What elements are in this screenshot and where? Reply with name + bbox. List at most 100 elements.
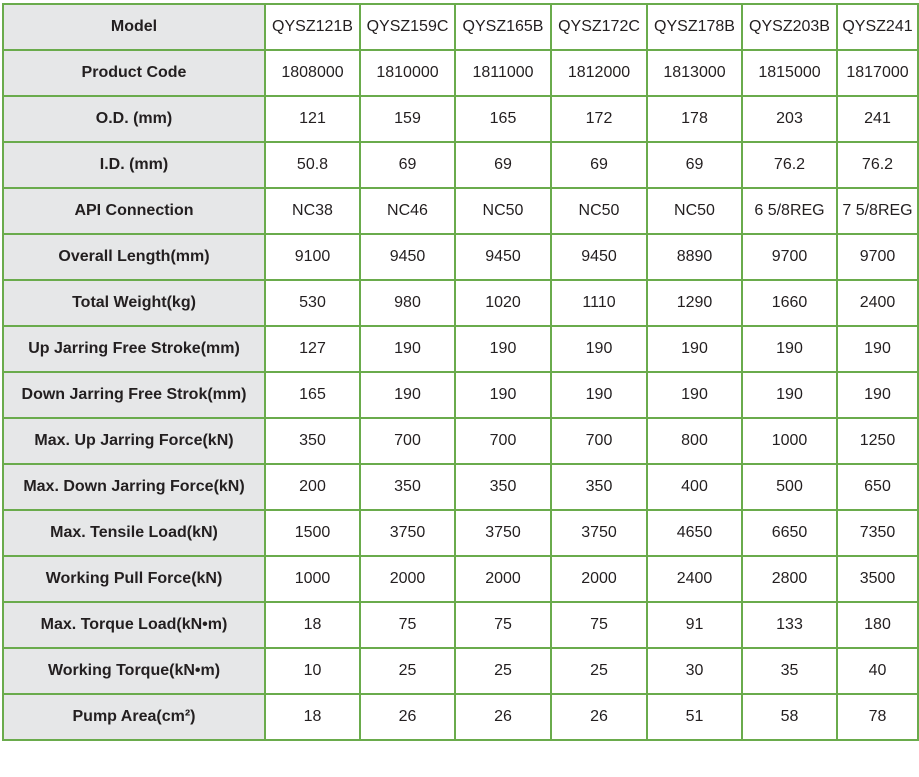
table-cell: 3750 bbox=[550, 509, 648, 557]
table-cell: 350 bbox=[454, 463, 552, 511]
table-cell: 3750 bbox=[359, 509, 456, 557]
table-cell: 9100 bbox=[264, 233, 361, 281]
table-cell: 76.2 bbox=[741, 141, 838, 189]
table-cell: 9450 bbox=[454, 233, 552, 281]
specifications-table: Model QYSZ121B QYSZ159C QYSZ165B QYSZ172C QYS… bbox=[2, 3, 919, 741]
table-row: Total Weight(kg) 530 980 1020 1110 1290 1660 24… bbox=[2, 279, 919, 327]
table-row: Overall Length(mm) 9100 9450 9450 9450 8890 97… bbox=[2, 233, 919, 281]
table-cell: 35 bbox=[741, 647, 838, 695]
table-cell: 165 bbox=[454, 95, 552, 143]
table-cell: 350 bbox=[359, 463, 456, 511]
table-row: Model QYSZ121B QYSZ159C QYSZ165B QYSZ172C QYS… bbox=[2, 3, 919, 51]
row-label: O.D. (mm) bbox=[2, 95, 266, 143]
table-cell: 500 bbox=[741, 463, 838, 511]
table-cell: 1110 bbox=[550, 279, 648, 327]
table-row: Pump Area(cm²) 18 26 26 26 51 58 78 bbox=[2, 693, 919, 741]
table-row: Max. Up Jarring Force(kN) 350 700 700 700 800… bbox=[2, 417, 919, 465]
table-cell: QYSZ172C bbox=[550, 3, 648, 51]
table-cell: 180 bbox=[836, 601, 919, 649]
table-cell: 1000 bbox=[264, 555, 361, 603]
table-cell: 700 bbox=[454, 417, 552, 465]
table-cell: 9700 bbox=[836, 233, 919, 281]
table-cell: 25 bbox=[454, 647, 552, 695]
table-cell: 69 bbox=[359, 141, 456, 189]
row-label: Up Jarring Free Stroke(mm) bbox=[2, 325, 266, 373]
table-cell: 2400 bbox=[836, 279, 919, 327]
row-label: Overall Length(mm) bbox=[2, 233, 266, 281]
table-row: Down Jarring Free Strok(mm) 165 190 190 190 1… bbox=[2, 371, 919, 419]
table-cell: NC50 bbox=[646, 187, 743, 235]
table-cell: 4650 bbox=[646, 509, 743, 557]
table-row: Max. Torque Load(kN•m) 18 75 75 75 91 133 180 bbox=[2, 601, 919, 649]
table-cell: 1000 bbox=[741, 417, 838, 465]
table-cell: 26 bbox=[359, 693, 456, 741]
table-cell: 190 bbox=[646, 325, 743, 373]
table-row: Working Torque(kN•m) 10 25 25 25 30 35 40 bbox=[2, 647, 919, 695]
row-label: I.D. (mm) bbox=[2, 141, 266, 189]
table-cell: QYSZ159C bbox=[359, 3, 456, 51]
table-cell: 1811000 bbox=[454, 49, 552, 97]
table-row: Max. Tensile Load(kN) 1500 3750 3750 3750 465… bbox=[2, 509, 919, 557]
table-cell: 700 bbox=[359, 417, 456, 465]
table-cell: 190 bbox=[454, 371, 552, 419]
table-cell: 800 bbox=[646, 417, 743, 465]
table-cell: 7 5/8REG bbox=[836, 187, 919, 235]
table-cell: 203 bbox=[741, 95, 838, 143]
table-cell: 1812000 bbox=[550, 49, 648, 97]
table-cell: 190 bbox=[359, 325, 456, 373]
table-cell: 9450 bbox=[359, 233, 456, 281]
table-cell: 1250 bbox=[836, 417, 919, 465]
table-cell: 69 bbox=[550, 141, 648, 189]
table-cell: 69 bbox=[646, 141, 743, 189]
table-cell: 3750 bbox=[454, 509, 552, 557]
table-cell: 350 bbox=[264, 417, 361, 465]
table-cell: 26 bbox=[454, 693, 552, 741]
row-label: Max. Up Jarring Force(kN) bbox=[2, 417, 266, 465]
table-cell: 700 bbox=[550, 417, 648, 465]
table-row: Up Jarring Free Stroke(mm) 127 190 190 190 19… bbox=[2, 325, 919, 373]
table-cell: 25 bbox=[359, 647, 456, 695]
table-cell: 241 bbox=[836, 95, 919, 143]
table-row: I.D. (mm) 50.8 69 69 69 69 76.2 76.2 bbox=[2, 141, 919, 189]
table-cell: 400 bbox=[646, 463, 743, 511]
table-cell: 190 bbox=[741, 325, 838, 373]
table-cell: 127 bbox=[264, 325, 361, 373]
table-cell: 980 bbox=[359, 279, 456, 327]
row-label: Working Torque(kN•m) bbox=[2, 647, 266, 695]
table-row: Working Pull Force(kN) 1000 2000 2000 2000 24… bbox=[2, 555, 919, 603]
row-label: Pump Area(cm²) bbox=[2, 693, 266, 741]
table-cell: 1810000 bbox=[359, 49, 456, 97]
table-cell: 1290 bbox=[646, 279, 743, 327]
row-label: API Connection bbox=[2, 187, 266, 235]
table-cell: 190 bbox=[359, 371, 456, 419]
table-cell: 650 bbox=[836, 463, 919, 511]
table-cell: 2800 bbox=[741, 555, 838, 603]
table-cell: 69 bbox=[454, 141, 552, 189]
table-cell: 350 bbox=[550, 463, 648, 511]
table-cell: 2000 bbox=[359, 555, 456, 603]
table-cell: QYSZ203B bbox=[741, 3, 838, 51]
table-cell: 200 bbox=[264, 463, 361, 511]
table-cell: 10 bbox=[264, 647, 361, 695]
table-cell: 1500 bbox=[264, 509, 361, 557]
table-cell: 190 bbox=[836, 371, 919, 419]
table-cell: 58 bbox=[741, 693, 838, 741]
table-cell: 51 bbox=[646, 693, 743, 741]
row-label: Total Weight(kg) bbox=[2, 279, 266, 327]
table-cell: 78 bbox=[836, 693, 919, 741]
table-cell: 91 bbox=[646, 601, 743, 649]
row-label: Down Jarring Free Strok(mm) bbox=[2, 371, 266, 419]
table-cell: NC46 bbox=[359, 187, 456, 235]
table-cell: 159 bbox=[359, 95, 456, 143]
table-cell: 75 bbox=[359, 601, 456, 649]
table-cell: 18 bbox=[264, 693, 361, 741]
table-cell: 1813000 bbox=[646, 49, 743, 97]
table-cell: 76.2 bbox=[836, 141, 919, 189]
table-cell: 178 bbox=[646, 95, 743, 143]
table-cell: 9700 bbox=[741, 233, 838, 281]
table-row: O.D. (mm) 121 159 165 172 178 203 241 bbox=[2, 95, 919, 143]
table-cell: 190 bbox=[550, 325, 648, 373]
table-cell: 133 bbox=[741, 601, 838, 649]
table-cell: 121 bbox=[264, 95, 361, 143]
table-row: Max. Down Jarring Force(kN) 200 350 350 350 4… bbox=[2, 463, 919, 511]
